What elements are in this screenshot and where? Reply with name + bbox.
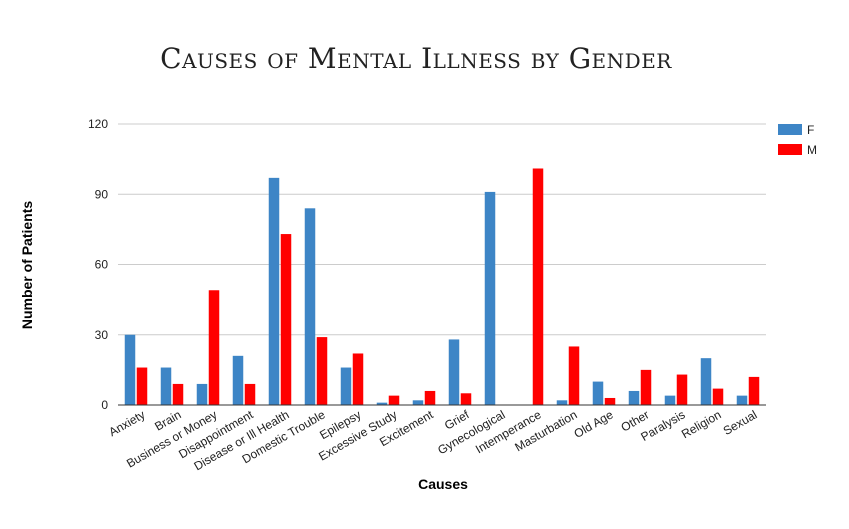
legend-label-F: F bbox=[807, 123, 814, 137]
bar-M-business-or-money bbox=[208, 290, 220, 405]
y-tick-label: 0 bbox=[101, 398, 108, 412]
y-tick-label: 30 bbox=[95, 328, 109, 342]
bar-F-gynecological bbox=[484, 191, 496, 405]
bar-M-old-age bbox=[604, 397, 616, 405]
bar-M-epilepsy bbox=[352, 353, 364, 405]
x-category-label: Anxiety bbox=[106, 407, 147, 439]
bar-F-excitement bbox=[412, 400, 424, 405]
bar-M-excessive-study bbox=[388, 395, 400, 405]
y-tick-label: 90 bbox=[95, 187, 109, 201]
bar-M-intemperance bbox=[532, 168, 544, 405]
bar-M-disappointment bbox=[244, 383, 256, 405]
y-axis-ticks: 0 30 60 90 120 bbox=[88, 117, 108, 412]
bar-F-domestic-trouble bbox=[304, 208, 316, 405]
legend-swatch-F bbox=[778, 124, 802, 135]
bar-F-grief bbox=[448, 339, 460, 405]
bar-M-disease-or-ill-health bbox=[280, 234, 292, 405]
x-category-label: Religion bbox=[679, 407, 724, 441]
bar-M-sexual bbox=[748, 376, 760, 405]
bar-M-excitement bbox=[424, 390, 436, 405]
bar-M-domestic-trouble bbox=[316, 337, 328, 405]
gridlines bbox=[118, 123, 766, 336]
bar-F-disappointment bbox=[232, 355, 244, 405]
y-tick-label: 120 bbox=[88, 117, 108, 131]
bar-F-disease-or-ill-health bbox=[268, 177, 280, 405]
x-category-label: Sexual bbox=[721, 407, 760, 437]
bar-F-sexual bbox=[736, 395, 748, 405]
chart-title: Causes of Mental Illness by Gender bbox=[160, 42, 672, 75]
bar-F-brain bbox=[160, 367, 172, 405]
y-axis-title: Number of Patients bbox=[19, 201, 35, 330]
bars bbox=[124, 168, 760, 405]
bar-F-business-or-money bbox=[196, 383, 208, 405]
bar-M-paralysis bbox=[676, 374, 688, 405]
y-tick-label: 60 bbox=[95, 258, 109, 272]
bar-F-other bbox=[628, 390, 640, 405]
bar-M-other bbox=[640, 369, 652, 405]
bar-F-old-age bbox=[592, 381, 604, 405]
x-axis-title: Causes bbox=[418, 476, 468, 492]
legend-label-M: M bbox=[807, 143, 817, 157]
bar-F-excessive-study bbox=[376, 402, 388, 405]
bar-M-brain bbox=[172, 383, 184, 405]
bar-F-anxiety bbox=[124, 334, 136, 405]
x-category-label: Old Age bbox=[572, 407, 616, 441]
bar-F-masturbation bbox=[556, 400, 568, 405]
bar-M-masturbation bbox=[568, 346, 580, 405]
legend: FM bbox=[778, 123, 817, 157]
bar-F-epilepsy bbox=[340, 367, 352, 405]
bar-M-religion bbox=[712, 388, 724, 405]
legend-swatch-M bbox=[778, 144, 802, 155]
bar-M-anxiety bbox=[136, 367, 148, 405]
bar-F-religion bbox=[700, 358, 712, 405]
bar-M-grief bbox=[460, 393, 472, 405]
bar-F-paralysis bbox=[664, 395, 676, 405]
